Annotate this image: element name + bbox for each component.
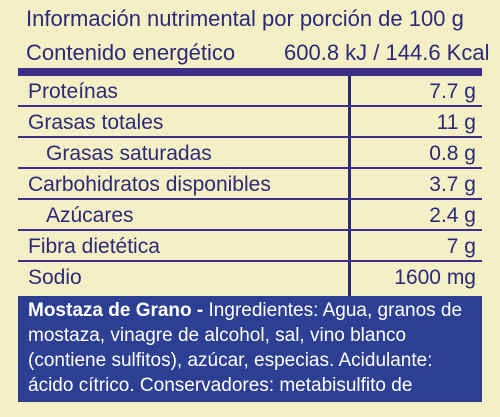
nutrition-title: Información nutrimental por porción de 1… [26, 6, 464, 31]
nutrient-name: Carbohidratos disponibles [28, 173, 271, 196]
nutrient-name: Sodio [28, 266, 82, 289]
nutrient-value: 0.8 g [429, 142, 476, 165]
energy-label: Contenido energético [26, 40, 236, 65]
nutrient-value: 7 g [446, 235, 476, 258]
nutrient-value: 11 g [436, 111, 476, 134]
table-row: Grasas saturadas 0.8 g [18, 138, 482, 169]
nutrient-name: Grasas saturadas [46, 142, 212, 165]
row-divider [18, 136, 482, 138]
bottom-edge [0, 402, 500, 417]
row-divider [18, 229, 482, 231]
nutrient-name: Proteínas [28, 80, 118, 103]
table-row: Fibra dietética 7 g [18, 231, 482, 262]
nutrient-value: 2.4 g [429, 204, 476, 227]
table-row: Grasas totales 11 g [18, 107, 482, 138]
table-row: Carbohidratos disponibles 3.7 g [18, 169, 482, 200]
nutrient-name: Grasas totales [28, 111, 164, 134]
table-row: Azúcares 2.4 g [18, 200, 482, 231]
header-divider [18, 68, 482, 76]
ingredients-panel: Mostaza de Grano - Ingredientes: Agua, g… [18, 296, 482, 417]
product-name: Mostaza de Grano - [28, 300, 204, 321]
table-row: Sodio 1600 mg [18, 262, 482, 293]
nutrient-value: 3.7 g [429, 173, 476, 196]
table-row: Proteínas 7.7 g [18, 76, 482, 107]
energy-value: 600.8 kJ / 144.6 Kcal [284, 40, 490, 65]
row-divider [18, 198, 482, 200]
column-divider [348, 76, 351, 296]
nutrient-name: Fibra dietética [28, 235, 160, 258]
row-divider [18, 167, 482, 169]
ingredients-text: Mostaza de Grano - Ingredientes: Agua, g… [28, 298, 480, 417]
row-divider [18, 260, 482, 262]
nutrient-value: 1600 mg [394, 266, 476, 289]
row-divider [18, 105, 482, 107]
nutrient-value: 7.7 g [429, 80, 476, 103]
nutrient-name: Azúcares [46, 204, 134, 227]
